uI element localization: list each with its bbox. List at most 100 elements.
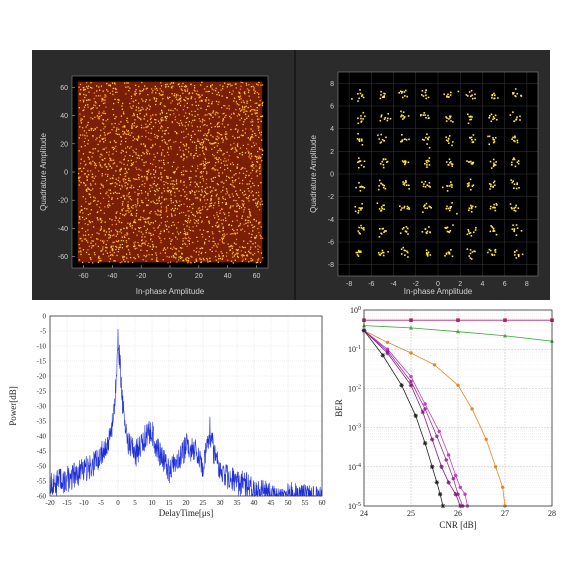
data-point: [251, 146, 253, 148]
data-point: [221, 208, 223, 210]
data-point: [113, 260, 115, 262]
data-point: [161, 176, 163, 178]
data-point: [257, 150, 259, 153]
data-point: [146, 179, 148, 181]
data-point: [187, 98, 189, 100]
data-point: [260, 84, 262, 86]
data-point: [83, 173, 86, 175]
data-point: [138, 244, 140, 246]
data-point: [168, 140, 170, 142]
data-point: [245, 128, 247, 130]
data-point: [216, 145, 218, 147]
data-point: [250, 86, 252, 88]
data-point: [113, 126, 115, 128]
data-point: [151, 258, 153, 260]
data-point: [231, 180, 234, 182]
data-point: [79, 92, 81, 95]
data-point: [425, 252, 428, 254]
data-point: [160, 102, 162, 104]
data-point: [253, 184, 255, 187]
data-point: [225, 136, 227, 138]
data-point: [78, 259, 80, 261]
data-point: [513, 187, 515, 189]
data-point: [180, 211, 183, 214]
data-point: [221, 240, 223, 242]
data-point: [404, 160, 406, 162]
data-point: [426, 254, 429, 256]
data-point: [239, 224, 241, 226]
delay-profile-svg: -20 -15 -10 -5 0 5 10 15 20 25 30 35 40 45 50 55 600-5-1…: [8, 313, 326, 519]
data-point: [489, 160, 492, 163]
data-point: [85, 201, 87, 203]
data-point: [185, 258, 187, 260]
data-point: [118, 192, 120, 194]
data-point: [90, 247, 93, 249]
data-point: [149, 245, 151, 248]
data-point: [224, 105, 226, 107]
data-point: [102, 98, 104, 100]
data-point: [257, 227, 259, 230]
data-point: [515, 224, 518, 226]
data-point: [153, 180, 155, 182]
data-point: [360, 120, 363, 122]
data-point: [114, 117, 116, 120]
data-point: [249, 139, 251, 141]
data-point: [170, 198, 172, 200]
data-point: [138, 168, 140, 170]
data-point: [196, 225, 198, 227]
data-point: [123, 131, 125, 133]
data-point: [238, 177, 240, 179]
data-point: [185, 136, 187, 138]
x-tick-label: 8: [525, 281, 529, 288]
data-point: [105, 96, 107, 98]
data-point: [190, 170, 192, 172]
x-tick-label: -8: [346, 281, 352, 288]
data-point: [216, 158, 218, 160]
data-point: [147, 222, 150, 224]
data-point: [218, 230, 220, 232]
data-point: [243, 209, 245, 211]
data-point: [354, 206, 357, 208]
data-point: [197, 240, 199, 242]
data-point: [427, 117, 430, 120]
data-point: [252, 259, 254, 261]
data-point: [187, 117, 189, 119]
data-point: [154, 88, 156, 90]
data-point: [173, 188, 175, 190]
data-point: [474, 93, 476, 96]
data-point: [251, 165, 253, 168]
data-point: [516, 92, 519, 95]
data-point: [157, 177, 160, 179]
data-point: [223, 212, 225, 214]
data-point: [235, 149, 237, 151]
x-tick-label: 27: [501, 509, 509, 518]
data-point: [233, 97, 236, 99]
data-point: [123, 163, 125, 165]
data-point: [208, 240, 210, 242]
data-point: [363, 166, 365, 168]
data-point: [110, 245, 112, 247]
data-point: [425, 97, 427, 100]
data-point: [101, 97, 103, 100]
data-point: [234, 180, 236, 182]
data-point: [155, 252, 157, 254]
data-point: [133, 151, 135, 153]
data-point: [472, 97, 474, 100]
data-point: [210, 85, 212, 87]
data-point: [236, 124, 238, 126]
data-point: [246, 255, 249, 257]
data-point: [232, 185, 235, 187]
data-point: [201, 81, 203, 83]
data-point: [175, 252, 177, 254]
data-point: [134, 257, 136, 260]
data-point: [239, 108, 241, 110]
data-point: [152, 90, 154, 92]
data-point: [383, 208, 385, 210]
data-point: [90, 209, 92, 211]
data-point: [360, 207, 362, 209]
data-point: [87, 249, 89, 251]
data-point: [154, 169, 157, 172]
series-marker: [484, 437, 488, 442]
data-point: [127, 209, 129, 212]
y-tick-label: 8: [330, 81, 334, 88]
